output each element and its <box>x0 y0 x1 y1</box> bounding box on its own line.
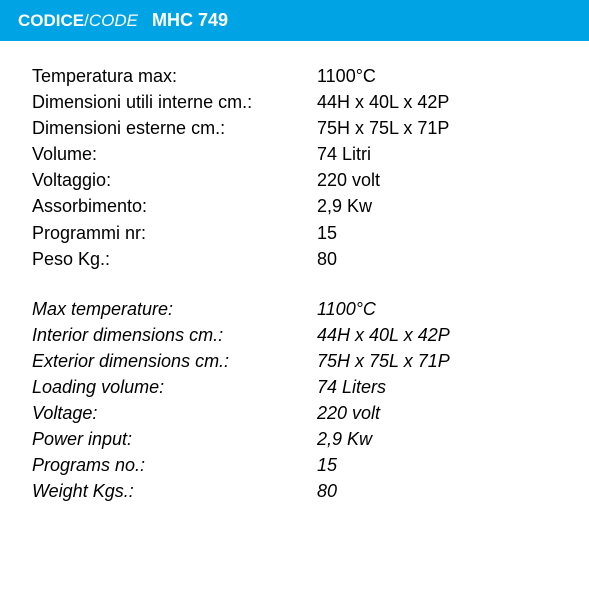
spec-row: Loading volume: 74 Liters <box>32 374 571 400</box>
spec-label: Programs no.: <box>32 452 317 478</box>
spec-value: 44H x 40L x 42P <box>317 322 571 348</box>
spec-label: Loading volume: <box>32 374 317 400</box>
spec-label: Max temperature: <box>32 296 317 322</box>
spec-label: Dimensioni esterne cm.: <box>32 115 317 141</box>
spec-label: Peso Kg.: <box>32 246 317 272</box>
header-code: MHC 749 <box>152 10 228 31</box>
spec-label: Volume: <box>32 141 317 167</box>
spec-row: Voltage: 220 volt <box>32 400 571 426</box>
spec-value: 2,9 Kw <box>317 193 571 219</box>
spec-value: 1100°C <box>317 63 571 89</box>
spec-value: 74 Liters <box>317 374 571 400</box>
spec-row: Power input: 2,9 Kw <box>32 426 571 452</box>
spec-row: Volume: 74 Litri <box>32 141 571 167</box>
spec-label: Voltage: <box>32 400 317 426</box>
header-label-en: CODE <box>89 11 138 31</box>
spec-content: Temperatura max: 1100°C Dimensioni utili… <box>0 41 589 523</box>
spec-value: 15 <box>317 452 571 478</box>
spec-label: Dimensioni utili interne cm.: <box>32 89 317 115</box>
spec-label: Power input: <box>32 426 317 452</box>
spec-label: Temperatura max: <box>32 63 317 89</box>
spec-row: Programmi nr: 15 <box>32 220 571 246</box>
spec-value: 75H x 75L x 71P <box>317 115 571 141</box>
specs-english: Max temperature: 1100°C Interior dimensi… <box>32 296 571 505</box>
header-label-it: CODICE <box>18 11 84 31</box>
spec-value: 80 <box>317 246 571 272</box>
spec-row: Dimensioni esterne cm.: 75H x 75L x 71P <box>32 115 571 141</box>
spec-row: Exterior dimensions cm.: 75H x 75L x 71P <box>32 348 571 374</box>
spec-row: Programs no.: 15 <box>32 452 571 478</box>
spec-value: 74 Litri <box>317 141 571 167</box>
spec-row: Max temperature: 1100°C <box>32 296 571 322</box>
spec-value: 44H x 40L x 42P <box>317 89 571 115</box>
spec-label: Assorbimento: <box>32 193 317 219</box>
spec-value: 220 volt <box>317 167 571 193</box>
spec-value: 2,9 Kw <box>317 426 571 452</box>
specs-italian: Temperatura max: 1100°C Dimensioni utili… <box>32 63 571 272</box>
spec-row: Peso Kg.: 80 <box>32 246 571 272</box>
spec-label: Weight Kgs.: <box>32 478 317 504</box>
spec-value: 220 volt <box>317 400 571 426</box>
spec-row: Temperatura max: 1100°C <box>32 63 571 89</box>
spec-row: Dimensioni utili interne cm.: 44H x 40L … <box>32 89 571 115</box>
spec-value: 80 <box>317 478 571 504</box>
spec-row: Interior dimensions cm.: 44H x 40L x 42P <box>32 322 571 348</box>
spec-value: 1100°C <box>317 296 571 322</box>
spec-row: Assorbimento: 2,9 Kw <box>32 193 571 219</box>
spec-row: Weight Kgs.: 80 <box>32 478 571 504</box>
spec-label: Interior dimensions cm.: <box>32 322 317 348</box>
spec-value: 15 <box>317 220 571 246</box>
spec-row: Voltaggio: 220 volt <box>32 167 571 193</box>
spec-label: Exterior dimensions cm.: <box>32 348 317 374</box>
section-gap <box>32 272 571 296</box>
header-bar: CODICE / CODE MHC 749 <box>0 0 589 41</box>
spec-value: 75H x 75L x 71P <box>317 348 571 374</box>
spec-label: Programmi nr: <box>32 220 317 246</box>
spec-label: Voltaggio: <box>32 167 317 193</box>
